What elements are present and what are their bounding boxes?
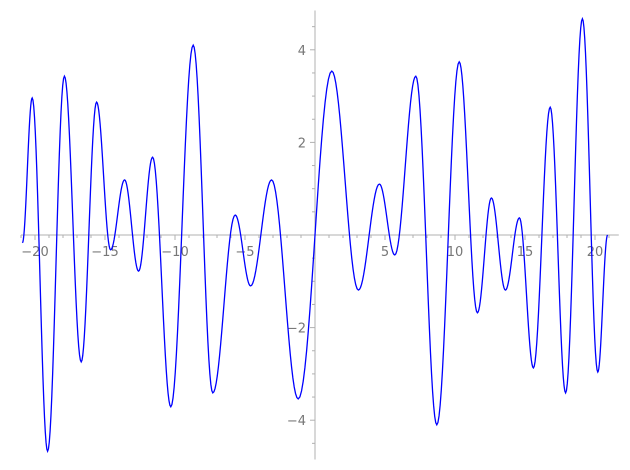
y-tick-label: −2 — [287, 322, 306, 337]
series-line — [21, 16, 609, 454]
x-tick-label: 5 — [381, 245, 389, 260]
x-tick-label: −10 — [161, 245, 188, 260]
x-tick-label: 20 — [587, 245, 604, 260]
y-tick-label: −4 — [287, 414, 306, 429]
x-tick-label: −5 — [235, 245, 254, 260]
ticks — [20, 26, 610, 444]
x-tick-label: −15 — [91, 245, 118, 260]
y-tick-label: 2 — [298, 136, 306, 151]
x-tick-label: 15 — [517, 245, 534, 260]
axes — [21, 10, 619, 460]
x-tick-label: 10 — [447, 245, 464, 260]
tick-labels: −20 −15 −10 −5 5 10 15 20 4 2 −2 −4 — [21, 44, 603, 429]
y-tick-label: 4 — [298, 44, 306, 59]
x-tick-label: −20 — [21, 245, 48, 260]
